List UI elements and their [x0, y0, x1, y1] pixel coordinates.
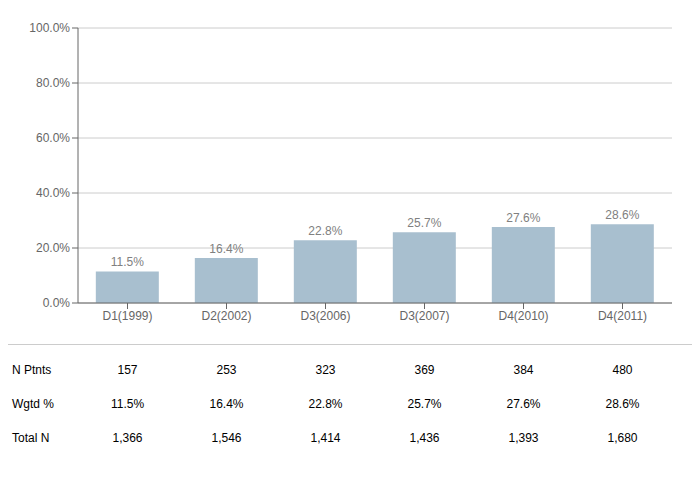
svg-text:D3(2006): D3(2006): [300, 309, 350, 323]
html-text:323: 323: [315, 363, 336, 377]
html-text:Total N: Total N: [12, 431, 50, 445]
html-text:157: 157: [117, 363, 138, 377]
svg-text:D3(2007): D3(2007): [399, 309, 449, 323]
svg-text:60.0%: 60.0%: [36, 131, 70, 145]
svg-text:11.5%: 11.5%: [111, 255, 144, 269]
svg-text:D2(2002): D2(2002): [201, 309, 251, 323]
svg-text:D4(2010): D4(2010): [498, 309, 548, 323]
svg-text:D1(1999): D1(1999): [102, 309, 152, 323]
svg-text:27.6%: 27.6%: [506, 211, 540, 225]
html-text:11.5%: 11.5%: [110, 397, 145, 411]
html-text:22.8%: 22.8%: [308, 397, 343, 411]
html-text:384: 384: [513, 363, 534, 377]
html-text:27.6%: 27.6%: [506, 397, 541, 411]
svg-text:20.0%: 20.0%: [36, 241, 70, 255]
html-text:16.4%: 16.4%: [209, 397, 244, 411]
html-text:1,366: 1,366: [112, 431, 143, 445]
html-text:1,546: 1,546: [211, 431, 242, 445]
html-text:N Ptnts: N Ptnts: [12, 363, 52, 377]
svg-text:80.0%: 80.0%: [36, 76, 70, 90]
svg-text:D4(2011): D4(2011): [598, 309, 647, 323]
svg-text:16.4%: 16.4%: [209, 242, 243, 256]
html-text:28.6%: 28.6%: [605, 397, 640, 411]
html-text:1,414: 1,414: [310, 431, 341, 445]
svg-text:22.8%: 22.8%: [308, 224, 342, 238]
html-text:480: 480: [612, 363, 633, 377]
html-text:1,393: 1,393: [508, 431, 539, 445]
html-text:369: 369: [414, 363, 435, 377]
svg-text:25.7%: 25.7%: [407, 216, 441, 230]
html-text:25.7%: 25.7%: [407, 397, 442, 411]
html-text:1,680: 1,680: [607, 431, 638, 445]
svg-text:100.0%: 100.0%: [29, 21, 70, 35]
html-text:253: 253: [216, 363, 237, 377]
svg-text:40.0%: 40.0%: [36, 186, 70, 200]
html-text:1,436: 1,436: [409, 431, 440, 445]
html-text:Wgtd %: Wgtd %: [12, 397, 54, 411]
svg-text:0.0%: 0.0%: [43, 296, 71, 310]
svg-text:28.6%: 28.6%: [605, 208, 639, 222]
